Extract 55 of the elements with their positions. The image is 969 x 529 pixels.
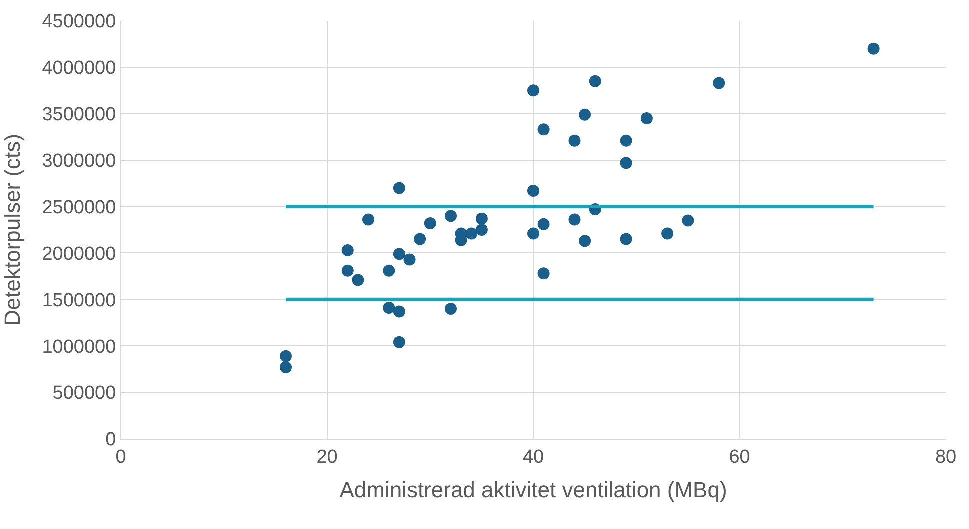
point — [393, 248, 406, 260]
point — [383, 264, 396, 277]
point — [362, 214, 374, 226]
y-tick-label: 3000000 — [42, 150, 116, 172]
point — [404, 254, 416, 266]
point — [393, 306, 406, 318]
point — [579, 235, 592, 248]
y-tick-label: 1000000 — [42, 336, 116, 358]
point — [620, 134, 632, 147]
x-tick-label: 80 — [935, 446, 957, 468]
point — [424, 218, 436, 230]
y-axis-title: Detektorpulser (cts) — [0, 134, 26, 326]
x-axis-title: Administrerad aktivitet ventilation (MBq) — [340, 478, 728, 503]
point — [568, 134, 581, 147]
point — [352, 274, 364, 286]
point — [568, 214, 581, 226]
point — [383, 302, 396, 314]
point — [620, 157, 632, 170]
y-tick-label: 4500000 — [42, 12, 116, 33]
point — [589, 75, 602, 88]
point — [713, 77, 726, 90]
y-tick-label: 500000 — [52, 383, 116, 404]
point — [579, 108, 592, 121]
y-tick-label: 0 — [106, 430, 116, 451]
point — [393, 182, 406, 194]
point — [682, 214, 694, 227]
point — [528, 184, 540, 197]
point — [476, 224, 488, 236]
point — [662, 228, 674, 240]
x-tick-label: 20 — [316, 446, 338, 468]
point — [466, 228, 478, 240]
point — [868, 42, 880, 55]
y-tick-label: 3500000 — [42, 104, 116, 126]
point — [393, 336, 406, 348]
y-tick-label: 4000000 — [42, 58, 116, 80]
point — [528, 228, 540, 240]
point — [445, 210, 457, 222]
y-tick-label: 2000000 — [42, 244, 116, 265]
point — [445, 302, 457, 315]
point — [538, 218, 550, 230]
x-tick-label: 60 — [729, 446, 750, 468]
point — [620, 233, 632, 246]
point — [414, 233, 426, 246]
point — [280, 350, 292, 362]
point — [538, 124, 550, 136]
point — [342, 244, 354, 256]
point — [640, 112, 653, 125]
y-tick-label: 1500000 — [42, 290, 116, 312]
y-tick-label: 2500000 — [42, 197, 116, 218]
point — [528, 84, 540, 97]
point — [476, 212, 488, 225]
point — [342, 264, 354, 277]
x-tick-label: 40 — [522, 446, 544, 468]
point — [538, 268, 550, 280]
point — [280, 361, 292, 374]
